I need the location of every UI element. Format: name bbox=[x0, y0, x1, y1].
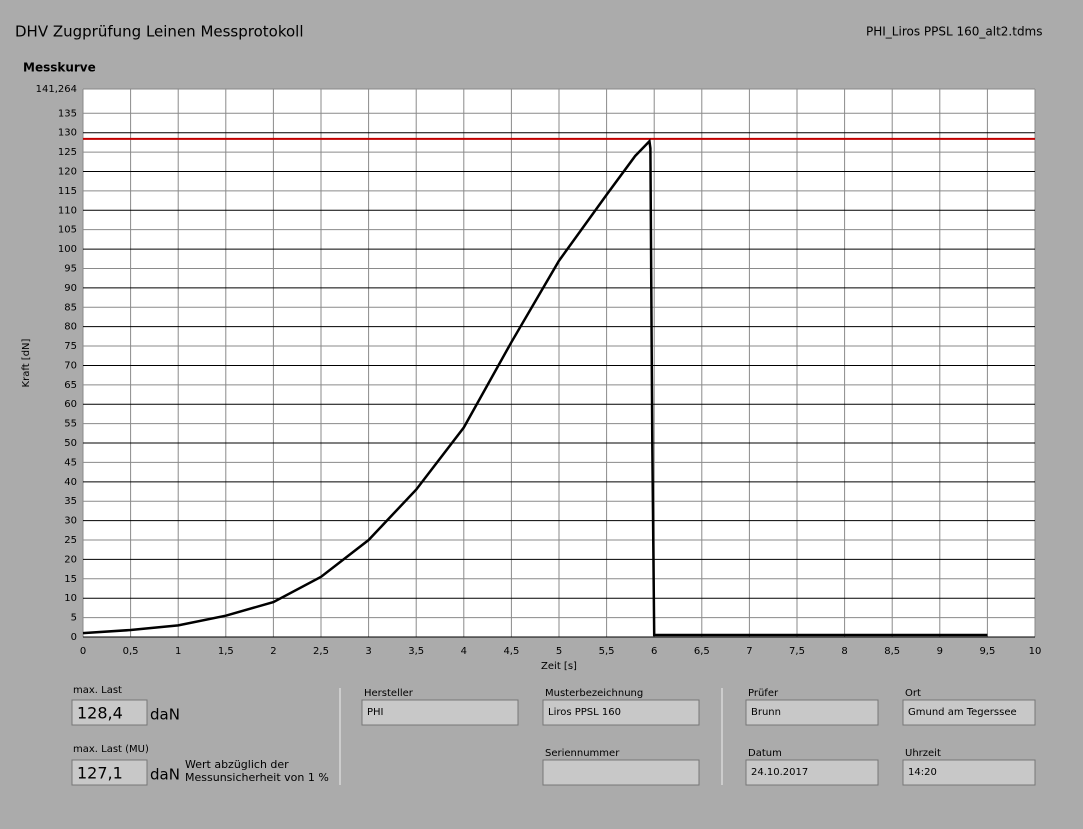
x-tick-label: 9,5 bbox=[979, 646, 995, 657]
x-tick-label: 0 bbox=[80, 646, 86, 657]
field-label: Seriennummer bbox=[545, 748, 620, 759]
file-name: PHI_Liros PPSL 160_alt2.tdms bbox=[866, 25, 1043, 39]
y-tick-label: 75 bbox=[64, 341, 77, 352]
x-tick-label: 8,5 bbox=[884, 646, 900, 657]
y-axis-label: Kraft [dN] bbox=[21, 338, 32, 387]
x-tick-label: 7,5 bbox=[789, 646, 805, 657]
result-label: max. Last (MU) bbox=[73, 744, 149, 755]
y-tick-label: 55 bbox=[64, 419, 77, 430]
y-tick-label: 80 bbox=[64, 322, 77, 333]
x-tick-label: 1,5 bbox=[218, 646, 234, 657]
y-tick-label: 10 bbox=[64, 593, 77, 604]
field-label: Uhrzeit bbox=[905, 748, 941, 759]
field-box bbox=[361, 699, 519, 726]
result-note: Messunsicherheit von 1 % bbox=[185, 771, 329, 784]
y-tick-label: 35 bbox=[64, 496, 77, 507]
x-tick-label: 2,5 bbox=[313, 646, 329, 657]
result-box bbox=[71, 759, 148, 786]
result-box bbox=[71, 699, 148, 726]
y-tick-label: 45 bbox=[64, 457, 77, 468]
result-unit: daN bbox=[150, 766, 180, 784]
field-label: Datum bbox=[748, 748, 782, 759]
y-tick-label: 100 bbox=[58, 244, 77, 255]
field-value: Brunn bbox=[751, 707, 781, 718]
y-tick-label: 90 bbox=[64, 283, 77, 294]
field-label: Musterbezeichnung bbox=[545, 688, 643, 699]
field-value: 24.10.2017 bbox=[751, 767, 808, 778]
x-tick-label: 1 bbox=[175, 646, 181, 657]
result-note: Wert abzüglich der bbox=[185, 758, 289, 771]
x-tick-label: 7 bbox=[746, 646, 752, 657]
y-tick-label: 105 bbox=[58, 225, 77, 236]
y-tick-label: 85 bbox=[64, 302, 77, 313]
y-tick-label: 15 bbox=[64, 574, 77, 585]
y-tick-label: 40 bbox=[64, 477, 77, 488]
field-label: Prüfer bbox=[748, 688, 779, 699]
result-value: 128,4 bbox=[77, 704, 123, 723]
y-tick-label: 115 bbox=[58, 186, 77, 197]
x-tick-label: 5,5 bbox=[599, 646, 615, 657]
result-unit: daN bbox=[150, 706, 180, 724]
field-value: 14:20 bbox=[908, 767, 937, 778]
y-tick-label: 141,264 bbox=[36, 84, 77, 95]
x-tick-label: 3 bbox=[365, 646, 371, 657]
x-tick-label: 3,5 bbox=[408, 646, 424, 657]
y-tick-label: 5 bbox=[71, 613, 77, 624]
x-tick-label: 4 bbox=[461, 646, 467, 657]
x-axis-label: Zeit [s] bbox=[541, 661, 577, 672]
y-tick-label: 25 bbox=[64, 535, 77, 546]
y-tick-label: 95 bbox=[64, 263, 77, 274]
chart-title: Messkurve bbox=[23, 61, 96, 75]
field-box bbox=[902, 759, 1036, 786]
x-tick-label: 6,5 bbox=[694, 646, 710, 657]
y-tick-label: 65 bbox=[64, 380, 77, 391]
y-tick-label: 110 bbox=[58, 205, 77, 216]
field-label: Ort bbox=[905, 688, 921, 699]
field-box bbox=[542, 759, 700, 786]
y-tick-label: 120 bbox=[58, 166, 77, 177]
y-tick-label: 0 bbox=[71, 632, 77, 643]
x-tick-label: 4,5 bbox=[503, 646, 519, 657]
field-value: Liros PPSL 160 bbox=[548, 707, 621, 718]
x-tick-label: 5 bbox=[556, 646, 562, 657]
result-label: max. Last bbox=[73, 685, 122, 696]
curve bbox=[82, 138, 988, 637]
result-value: 127,1 bbox=[77, 764, 123, 783]
y-tick-label: 130 bbox=[58, 128, 77, 139]
field-box bbox=[745, 759, 879, 786]
field-label: Hersteller bbox=[364, 688, 414, 699]
y-tick-label: 30 bbox=[64, 516, 77, 527]
x-tick-label: 9 bbox=[937, 646, 943, 657]
field-box bbox=[745, 699, 879, 726]
y-tick-label: 50 bbox=[64, 438, 77, 449]
y-tick-label: 20 bbox=[64, 554, 77, 565]
y-tick-label: 60 bbox=[64, 399, 77, 410]
y-tick-label: 125 bbox=[58, 147, 77, 158]
title: DHV Zugprüfung Leinen Messprotokoll bbox=[15, 23, 304, 41]
field-box bbox=[902, 699, 1036, 726]
y-tick-label: 135 bbox=[58, 108, 77, 119]
x-tick-label: 2 bbox=[270, 646, 276, 657]
x-tick-label: 0,5 bbox=[123, 646, 139, 657]
x-tick-label: 6 bbox=[651, 646, 657, 657]
y-tick-label: 70 bbox=[64, 360, 77, 371]
x-tick-label: 8 bbox=[841, 646, 847, 657]
field-box bbox=[542, 699, 700, 726]
field-value: Gmund am Tegerssee bbox=[908, 707, 1017, 718]
x-tick-label: 10 bbox=[1029, 646, 1042, 657]
field-value: PHI bbox=[367, 707, 384, 718]
